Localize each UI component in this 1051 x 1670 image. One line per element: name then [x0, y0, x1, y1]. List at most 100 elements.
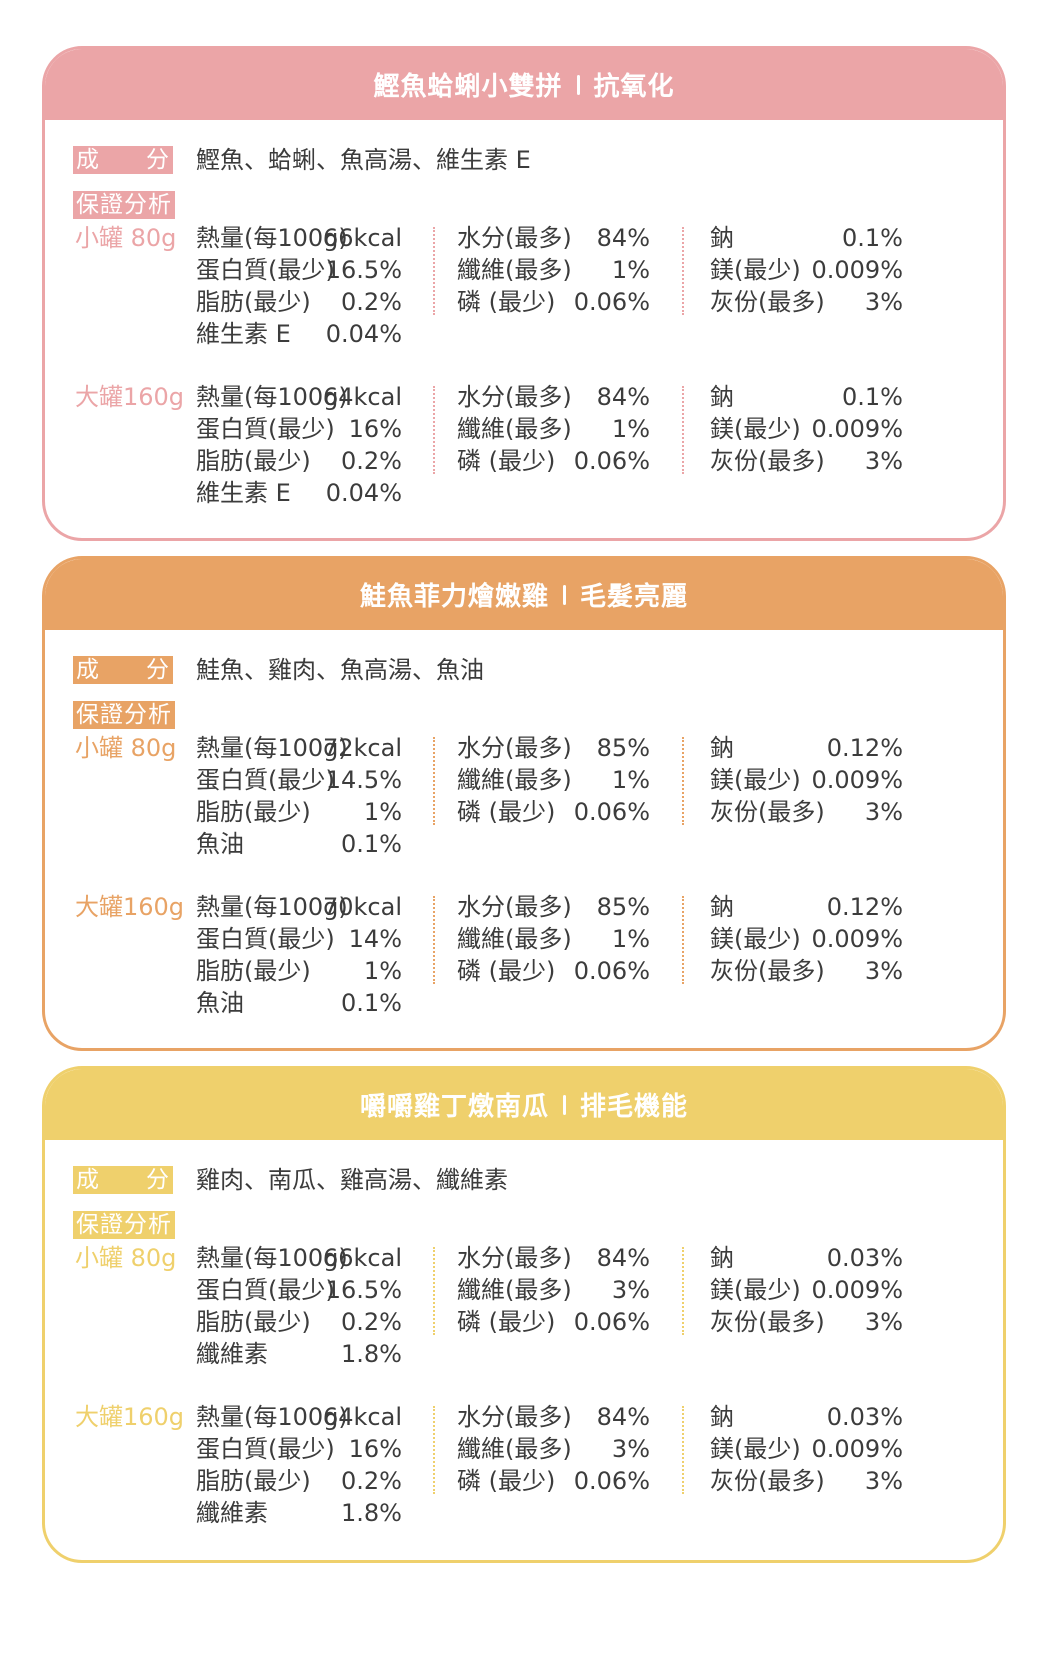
nutrient-row: 蛋白質(最少) 16%	[196, 1434, 402, 1464]
ingredients-label-char: 分	[146, 1167, 170, 1193]
nutrient-row: 纖維素 1.8%	[196, 1339, 402, 1369]
nutrient-value: 0.2%	[341, 1308, 402, 1336]
nutrient-value: 0.06%	[573, 1308, 650, 1336]
nutrient-value: 84%	[596, 383, 650, 411]
size-label: 小罐 80g	[75, 224, 177, 252]
nutrient-value: 0.06%	[573, 1467, 650, 1495]
nutrient-name: 磷 (最少)	[457, 288, 556, 316]
nutrient-row: 維生素 E 0.04%	[196, 478, 402, 508]
nutrient-row: 水分(最多) 85%	[457, 892, 650, 922]
nutrient-name: 鈉	[710, 383, 734, 411]
nutrient-value: 0.009%	[811, 1435, 903, 1463]
column-divider	[682, 737, 684, 825]
product-header: 鮭魚菲力燴嫩雞 毛髮亮麗	[45, 559, 1003, 630]
ingredients-label: 成分	[73, 146, 173, 174]
nutrient-name: 脂肪(最少)	[196, 447, 311, 475]
nutrient-name: 纖維(最多)	[457, 925, 572, 953]
nutrient-name: 熱量(每100g)	[196, 224, 348, 252]
nutrient-value: 85%	[596, 893, 650, 921]
nutrient-name: 維生素 E	[196, 320, 291, 348]
nutrient-value: 16.5%	[325, 256, 402, 284]
nutrient-name: 灰份(最多)	[710, 447, 825, 475]
nutrient-name: 魚油	[196, 989, 244, 1017]
column-divider	[682, 1247, 684, 1335]
nutrient-name: 水分(最多)	[457, 383, 572, 411]
nutrient-name: 鎂(最少)	[710, 766, 801, 794]
nutrient-row: 纖維(最多) 1%	[457, 414, 650, 444]
nutrient-name: 鈉	[710, 224, 734, 252]
nutrient-value: 1%	[611, 925, 650, 953]
nutrient-value: 66kcal	[322, 224, 402, 252]
nutrient-row: 蛋白質(最少) 16%	[196, 414, 402, 444]
size-label: 小罐 80g	[75, 734, 177, 762]
nutrient-value: 0.03%	[826, 1244, 903, 1272]
nutrient-value: 0.009%	[811, 415, 903, 443]
nutrient-row: 灰份(最多) 3%	[710, 956, 903, 986]
nutrient-value: 0.04%	[325, 479, 402, 507]
nutrient-name: 水分(最多)	[457, 224, 572, 252]
nutrient-name: 纖維(最多)	[457, 766, 572, 794]
nutrient-row: 磷 (最少) 0.06%	[457, 1466, 650, 1496]
nutrient-value: 3%	[864, 1308, 903, 1336]
nutrient-name: 脂肪(最少)	[196, 957, 311, 985]
nutrient-value: 72kcal	[322, 734, 402, 762]
nutrient-row: 熱量(每100g) 70kcal	[196, 892, 402, 922]
nutrient-row: 磷 (最少) 0.06%	[457, 287, 650, 317]
size-label: 大罐160g	[75, 893, 185, 921]
nutrient-name: 蛋白質(最少)	[196, 925, 335, 953]
ingredients-label-char: 成	[76, 657, 100, 683]
product-title: 嚼嚼雞丁燉南瓜	[359, 1092, 549, 1122]
nutrient-value: 16%	[348, 415, 402, 443]
ingredients-label-char: 成	[76, 1167, 100, 1193]
nutrient-name: 纖維素	[196, 1340, 268, 1368]
nutrient-name: 灰份(最多)	[710, 1308, 825, 1336]
nutrient-value: 0.12%	[826, 893, 903, 921]
nutrient-row: 熱量(每100g) 66kcal	[196, 223, 402, 253]
nutrient-value: 64kcal	[322, 1403, 402, 1431]
nutrient-value: 1%	[611, 415, 650, 443]
product-benefit: 毛髮亮麗	[580, 582, 689, 612]
nutrient-name: 磷 (最少)	[457, 957, 556, 985]
nutrient-row: 纖維(最多) 1%	[457, 255, 650, 285]
size-label: 小罐 80g	[75, 1244, 177, 1272]
nutrient-name: 鈉	[710, 1244, 734, 1272]
nutrient-row: 鎂(最少) 0.009%	[710, 765, 903, 795]
nutrient-name: 磷 (最少)	[457, 798, 556, 826]
title-separator	[576, 74, 580, 95]
nutrient-row: 蛋白質(最少) 16.5%	[196, 1275, 402, 1305]
nutrient-row: 纖維(最多) 3%	[457, 1434, 650, 1464]
nutrient-name: 纖維(最多)	[457, 256, 572, 284]
nutrient-row: 灰份(最多) 3%	[710, 1307, 903, 1337]
guaranteed-analysis-label: 保證分析	[73, 1211, 175, 1239]
nutrient-value: 0.06%	[573, 798, 650, 826]
nutrient-row: 水分(最多) 84%	[457, 1243, 650, 1273]
nutrient-name: 熱量(每100g)	[196, 893, 348, 921]
nutrient-row: 脂肪(最少) 1%	[196, 956, 402, 986]
nutrient-row: 灰份(最多) 3%	[710, 1466, 903, 1496]
nutrient-name: 鎂(最少)	[710, 415, 801, 443]
nutrient-name: 鈉	[710, 734, 734, 762]
nutrient-row: 灰份(最多) 3%	[710, 446, 903, 476]
nutrient-value: 1%	[611, 256, 650, 284]
nutrient-name: 纖維(最多)	[457, 415, 572, 443]
nutrient-row: 熱量(每100g) 64kcal	[196, 1402, 402, 1432]
nutrient-value: 0.1%	[341, 989, 402, 1017]
column-divider	[682, 227, 684, 315]
nutrient-value: 14.5%	[325, 766, 402, 794]
product-header: 嚼嚼雞丁燉南瓜 排毛機能	[45, 1069, 1003, 1140]
nutrient-row: 鎂(最少) 0.009%	[710, 924, 903, 954]
nutrient-name: 維生素 E	[196, 479, 291, 507]
nutrient-row: 維生素 E 0.04%	[196, 319, 402, 349]
nutrient-name: 鎂(最少)	[710, 925, 801, 953]
column-divider	[682, 1406, 684, 1494]
nutrient-row: 磷 (最少) 0.06%	[457, 446, 650, 476]
nutrient-value: 0.009%	[811, 766, 903, 794]
ingredients-label-char: 分	[146, 657, 170, 683]
nutrient-row: 熱量(每100g) 64kcal	[196, 382, 402, 412]
ingredients-label: 成分	[73, 656, 173, 684]
column-divider	[682, 386, 684, 474]
nutrient-value: 0.2%	[341, 288, 402, 316]
nutrient-row: 磷 (最少) 0.06%	[457, 797, 650, 827]
nutrient-name: 磷 (最少)	[457, 1467, 556, 1495]
nutrient-name: 灰份(最多)	[710, 957, 825, 985]
